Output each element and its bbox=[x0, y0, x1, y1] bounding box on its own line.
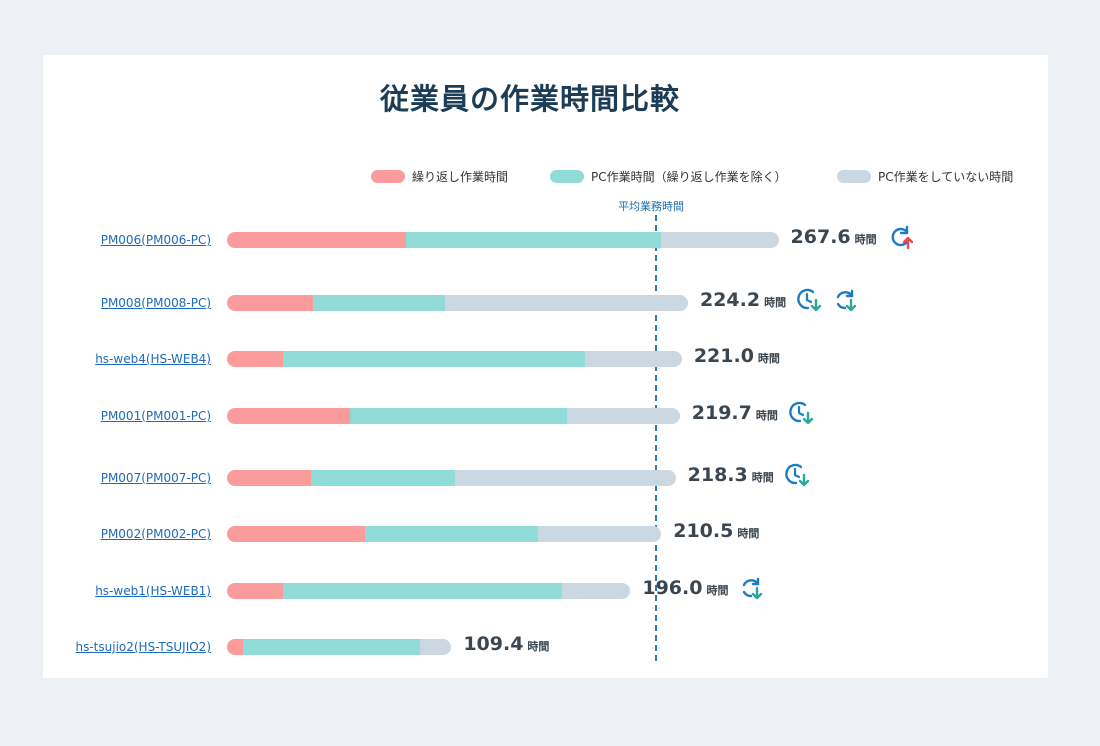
bar-segment-pc bbox=[282, 351, 586, 367]
average-label: 平均業務時間 bbox=[618, 200, 685, 213]
employee-link[interactable]: PM007(PM007-PC) bbox=[100, 471, 211, 485]
stacked-bar bbox=[227, 583, 631, 599]
stacked-bar bbox=[227, 526, 662, 542]
hours-unit: 時間 bbox=[755, 409, 778, 422]
average-line bbox=[655, 215, 658, 661]
total-hours-label: 196.0 時間 bbox=[642, 577, 728, 599]
chart-title: 従業員の作業時間比較 bbox=[379, 82, 680, 116]
bar-segment-pc bbox=[311, 470, 456, 486]
bar-segment-pc bbox=[406, 232, 662, 248]
total-hours-value: 221.0 bbox=[693, 345, 754, 367]
bar-segment-none bbox=[537, 526, 662, 542]
bar-segment-pc bbox=[350, 408, 567, 424]
bar-segment-repeat bbox=[227, 232, 407, 248]
total-hours-label: 219.7 時間 bbox=[692, 402, 778, 424]
legend-label-repeat: 繰り返し作業時間 bbox=[412, 170, 509, 184]
hours-unit: 時間 bbox=[854, 233, 877, 246]
bar-segment-repeat bbox=[227, 639, 244, 655]
clock-down-icon[interactable] bbox=[784, 462, 810, 488]
employee-link[interactable]: PM002(PM002-PC) bbox=[100, 527, 211, 541]
hours-unit: 時間 bbox=[706, 584, 729, 597]
bar-segment-none bbox=[455, 470, 676, 486]
status-icons bbox=[796, 287, 858, 313]
chart-row: hs-web4(HS-WEB4) 221.0 時間 bbox=[0, 345, 1100, 371]
total-hours-value: 210.5 bbox=[673, 520, 734, 542]
stacked-bar bbox=[227, 639, 452, 655]
chart-row: PM008(PM008-PC) 224.2 時間 bbox=[0, 288, 1100, 315]
bar-segment-pc bbox=[364, 526, 538, 542]
total-hours-label: 267.6 時間 bbox=[791, 226, 877, 248]
employee-link[interactable]: PM006(PM006-PC) bbox=[100, 233, 211, 247]
legend-swatch-repeat bbox=[371, 170, 405, 183]
total-hours-value: 219.7 bbox=[691, 402, 752, 424]
refresh-up-icon[interactable] bbox=[887, 224, 913, 250]
legend-label-none: PC作業をしていない時間 bbox=[878, 170, 1014, 184]
bar-segment-repeat bbox=[227, 583, 283, 599]
employee-link[interactable]: hs-web1(HS-WEB1) bbox=[95, 584, 211, 598]
chart-row: PM007(PM007-PC) 218.3 時間 bbox=[0, 463, 1100, 490]
stacked-bar bbox=[227, 351, 682, 367]
employee-link[interactable]: hs-web4(HS-WEB4) bbox=[95, 352, 211, 366]
legend-swatch-pc bbox=[550, 170, 584, 183]
stacked-bar bbox=[227, 295, 688, 311]
total-hours-value: 109.4 bbox=[463, 633, 524, 655]
hours-unit: 時間 bbox=[737, 527, 760, 540]
bar-segment-repeat bbox=[227, 351, 283, 367]
total-hours-value: 196.0 bbox=[642, 577, 703, 599]
chart-row: PM002(PM002-PC) 210.5 時間 bbox=[0, 520, 1100, 546]
bar-segment-pc bbox=[282, 583, 563, 599]
status-icons bbox=[738, 575, 764, 601]
bar-segment-repeat bbox=[227, 526, 365, 542]
hours-unit: 時間 bbox=[751, 471, 774, 484]
hours-unit: 時間 bbox=[527, 640, 550, 653]
total-hours-label: 109.4 時間 bbox=[463, 633, 549, 655]
bar-segment-none bbox=[661, 232, 779, 248]
total-hours-label: 210.5 時間 bbox=[673, 520, 759, 542]
employee-link[interactable]: PM001(PM001-PC) bbox=[100, 409, 211, 423]
status-icons bbox=[887, 224, 913, 250]
legend-item-pc: PC作業時間（繰り返し作業を除く） bbox=[550, 168, 787, 185]
employee-link[interactable]: PM008(PM008-PC) bbox=[100, 296, 211, 310]
bar-segment-pc bbox=[243, 639, 421, 655]
legend-label-pc: PC作業時間（繰り返し作業を除く） bbox=[591, 170, 787, 184]
bar-segment-repeat bbox=[227, 295, 314, 311]
bar-segment-none bbox=[566, 408, 680, 424]
legend-item-repeat: 繰り返し作業時間 bbox=[371, 168, 508, 185]
stacked-bar bbox=[227, 232, 779, 248]
total-hours-label: 224.2 時間 bbox=[700, 289, 786, 311]
bar-segment-pc bbox=[313, 295, 446, 311]
total-hours-label: 218.3 時間 bbox=[688, 464, 774, 486]
refresh-down-icon[interactable] bbox=[738, 575, 764, 601]
chart-row: hs-web1(HS-WEB1) 196.0 時間 bbox=[0, 577, 1100, 603]
clock-down-icon[interactable] bbox=[796, 287, 822, 313]
total-hours-label: 221.0 時間 bbox=[694, 345, 780, 367]
stacked-bar bbox=[227, 408, 680, 424]
bar-segment-none bbox=[420, 639, 452, 655]
clock-down-icon[interactable] bbox=[788, 400, 814, 426]
hours-unit: 時間 bbox=[764, 296, 787, 309]
bar-segment-none bbox=[585, 351, 682, 367]
total-hours-value: 218.3 bbox=[687, 464, 748, 486]
bar-segment-repeat bbox=[227, 470, 312, 486]
status-icons bbox=[784, 462, 810, 488]
chart-row: PM001(PM001-PC) 219.7 時間 bbox=[0, 401, 1100, 428]
refresh-down-icon[interactable] bbox=[832, 287, 858, 313]
bar-segment-none bbox=[445, 295, 688, 311]
total-hours-value: 267.6 bbox=[790, 226, 851, 248]
hours-unit: 時間 bbox=[757, 352, 780, 365]
chart-row: hs-tsujio2(HS-TSUJIO2) 109.4 時間 bbox=[0, 633, 1100, 659]
bar-segment-repeat bbox=[227, 408, 351, 424]
stacked-bar bbox=[227, 470, 676, 486]
chart-row: PM006(PM006-PC) 267.6 時間 bbox=[0, 225, 1100, 252]
employee-link[interactable]: hs-tsujio2(HS-TSUJIO2) bbox=[75, 640, 211, 654]
legend-item-none: PC作業をしていない時間 bbox=[837, 168, 1013, 185]
status-icons bbox=[788, 400, 814, 426]
total-hours-value: 224.2 bbox=[699, 289, 761, 311]
bar-segment-none bbox=[562, 583, 631, 599]
legend-swatch-none bbox=[837, 170, 871, 183]
